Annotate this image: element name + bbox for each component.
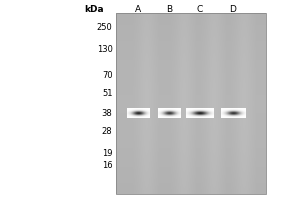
- Text: B: B: [167, 4, 172, 14]
- Text: 70: 70: [102, 71, 112, 79]
- Text: 250: 250: [97, 22, 112, 31]
- Text: 51: 51: [102, 88, 112, 98]
- Text: 19: 19: [102, 148, 112, 158]
- Text: A: A: [135, 4, 141, 14]
- Text: kDa: kDa: [85, 4, 104, 14]
- Text: D: D: [229, 4, 236, 14]
- Text: 130: 130: [97, 45, 112, 53]
- Text: 28: 28: [102, 127, 112, 136]
- Bar: [116, 13, 266, 194]
- Text: C: C: [196, 4, 202, 14]
- Text: 38: 38: [102, 108, 112, 117]
- Text: 16: 16: [102, 160, 112, 170]
